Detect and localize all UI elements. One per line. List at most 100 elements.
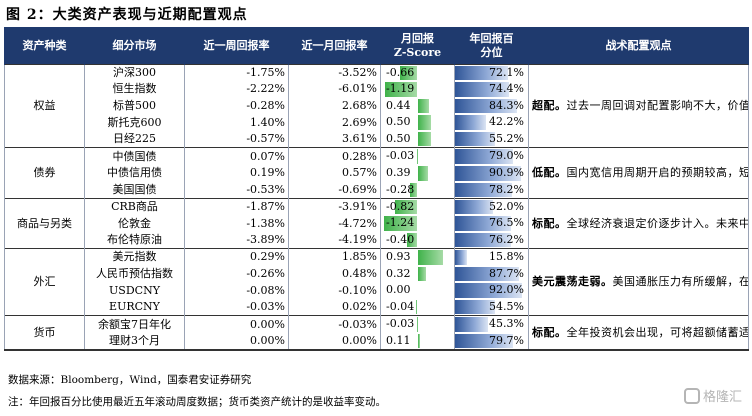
- month-return: 2.68%: [288, 97, 381, 115]
- table-row: USDCNY -0.08% -0.10% 0.00 92.0%: [5, 282, 749, 300]
- header-cell: 战术配置观点: [528, 27, 749, 64]
- z-score-value: 0.44: [386, 98, 411, 112]
- month-return: 0.00%: [288, 332, 381, 351]
- table-row: 人民币预估指数 -0.26% 0.48% 0.32 87.7%: [5, 265, 749, 283]
- percentile-value: 52.0%: [489, 199, 524, 213]
- z-score-cell: 0.00: [380, 282, 455, 300]
- z-score-cell: -0.40: [380, 231, 455, 249]
- percentile-bar: [455, 132, 496, 147]
- percentile-bar: [455, 65, 508, 80]
- figure-title: 图 2：大类资产表现与近期配置观点: [6, 7, 248, 23]
- month-return: -0.10%: [288, 282, 381, 300]
- header-cell: 年回报百 分位: [454, 27, 529, 64]
- percentile-value: 87.7%: [489, 266, 524, 280]
- z-score-value: -0.04: [386, 300, 415, 314]
- percentile-value: 78.2%: [489, 182, 524, 196]
- table-row: EURCNY -0.03% 0.02% -0.04 54.5%: [5, 299, 749, 316]
- week-return: -1.87%: [184, 197, 289, 216]
- header-cell: 月回报 Z-Score: [380, 27, 455, 64]
- view-text: 国内宽信用周期开启的预期较高，短期的债市交易机会逐渐进入尾声。债市面临牛熊转换，…: [566, 166, 749, 180]
- percentile-bar: [455, 81, 510, 97]
- z-score-cell: 0.50: [380, 114, 455, 132]
- percentile-bar: [455, 283, 523, 299]
- z-score-bar: [399, 65, 418, 80]
- z-score-value: 0.00: [386, 283, 411, 297]
- watermark-logo-icon: [683, 387, 700, 404]
- market-name: 余额宝7日年化: [84, 315, 185, 333]
- z-score-bar: [417, 333, 421, 348]
- table-row: 外汇 美元指数 0.29% 1.85% 0.93 15.8% 美元震荡走弱。美国通胀压力有所…: [4, 248, 749, 316]
- percentile-value: 55.2%: [489, 132, 524, 146]
- z-score-value: -0.40: [386, 232, 415, 246]
- percentile-cell: 90.9%: [454, 164, 529, 182]
- table-row: 斯托克600 1.40% 2.69% 0.50 42.2%: [5, 114, 749, 132]
- z-score-cell: -0.82: [380, 197, 455, 216]
- month-return: -0.69%: [288, 181, 381, 199]
- z-score-bar: [417, 266, 427, 282]
- percentile-cell: 78.2%: [454, 181, 529, 199]
- view-text: 美国通胀压力有所缓解，在欧洲和亚洲经济相对较强的背景下，美元指数震荡走弱。: [612, 275, 748, 289]
- z-score-bar: [416, 149, 418, 164]
- z-score-cell: -0.04: [380, 299, 455, 316]
- z-score-value: 0.93: [386, 250, 411, 264]
- header-cell: 细分市场: [84, 27, 185, 64]
- z-score-bar: [384, 216, 418, 231]
- view-tag: 标配。: [532, 325, 567, 339]
- week-return: 1.40%: [184, 114, 289, 132]
- percentile-cell: 72.1%: [454, 63, 529, 81]
- percentile-bar: [455, 199, 493, 215]
- asset-category: 权益: [4, 63, 85, 148]
- tactical-view: 标配。全年投资机会出现，可将超额储蓄适度配置于风险资产。: [528, 315, 749, 351]
- z-score-bar: [385, 81, 418, 97]
- week-return: -0.26%: [184, 265, 289, 283]
- z-score-value: 0.50: [386, 132, 411, 146]
- percentile-value: 79.7%: [489, 333, 524, 347]
- month-return: 0.57%: [288, 164, 381, 182]
- market-name: 伦敦金: [84, 215, 185, 232]
- percentile-cell: 92.0%: [454, 282, 529, 300]
- z-score-cell: 0.32: [380, 265, 455, 283]
- asset-category: 债券: [4, 147, 85, 199]
- z-score-bar: [406, 232, 418, 248]
- table-body: 权益 沪深300 -1.75% -3.52% -0.66 72.1% 超配。过去一周回调对配…: [4, 63, 749, 351]
- week-return: 0.00%: [184, 315, 289, 333]
- tactical-view: 标配。全球经济衰退定价逐步计入。未来中国需求拉动下，国内定价商品的投资机会有所体…: [528, 197, 749, 249]
- z-score-bar: [417, 250, 443, 265]
- month-return: -3.91%: [288, 197, 381, 216]
- z-score-cell: -1.24: [380, 215, 455, 232]
- watermark: 格隆汇: [683, 386, 742, 405]
- view-tag: 超配。: [532, 98, 567, 112]
- percentile-cell: 76.2%: [454, 231, 529, 249]
- market-name: 布伦特原油: [84, 231, 185, 249]
- table-row: 商品与另类 CRB商品 -1.87% -3.91% -0.82 52.0% 标配。全球经济衰…: [4, 197, 749, 249]
- z-score-bar: [416, 317, 418, 332]
- asset-table: 资产种类 细分市场 近一周回报率 近一月回报率 月回报 Z-Score 年回报百 分位 战术…: [4, 27, 749, 351]
- percentile-value: 84.3%: [489, 98, 524, 112]
- percentile-value: 15.8%: [489, 250, 524, 264]
- z-score-cell: -0.66: [380, 63, 455, 81]
- week-return: -0.08%: [184, 282, 289, 300]
- week-return: -0.53%: [184, 181, 289, 199]
- z-score-cell: -0.03: [380, 147, 455, 165]
- table-row: 伦敦金 -1.38% -4.72% -1.24 76.5%: [5, 215, 749, 232]
- watermark-text: 格隆汇: [702, 390, 742, 405]
- month-return: -6.01%: [288, 80, 381, 98]
- percentile-value: 45.3%: [489, 317, 524, 331]
- market-name: 沪深300: [84, 63, 185, 81]
- percentile-cell: 52.0%: [454, 197, 529, 216]
- z-score-cell: 0.93: [380, 248, 455, 266]
- z-score-value: -0.66: [386, 65, 415, 79]
- week-return: 0.29%: [184, 248, 289, 266]
- market-name: 美国国债: [84, 181, 185, 199]
- percentile-bar: [455, 300, 495, 315]
- month-return: -4.19%: [288, 231, 381, 249]
- percentile-cell: 45.3%: [454, 315, 529, 333]
- percentile-cell: 55.2%: [454, 131, 529, 148]
- market-name: 恒生指数: [84, 80, 185, 98]
- view-tag: 低配。: [532, 166, 567, 180]
- percentile-value: 72.1%: [489, 65, 524, 79]
- percentile-value: 90.9%: [489, 165, 524, 179]
- percentile-cell: 87.7%: [454, 265, 529, 283]
- z-score-cell: 0.11: [380, 332, 455, 351]
- week-return: -1.75%: [184, 63, 289, 81]
